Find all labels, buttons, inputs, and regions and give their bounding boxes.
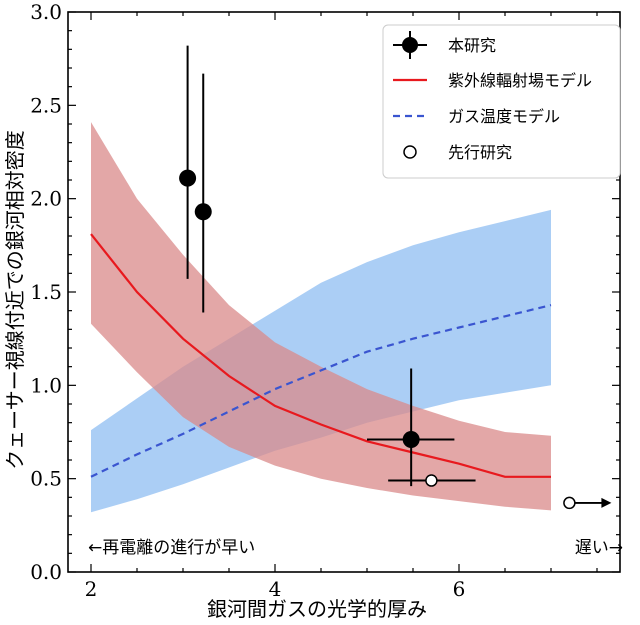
y-tick-label: 3.0 [30,0,62,24]
y-tick-label: 0.5 [30,467,62,491]
legend-key-this-study [402,37,418,53]
limit-arrow-head [601,497,612,508]
point-previous-study [425,474,438,487]
annotation-right: 遅い→ [575,538,623,558]
legend-label-this-study: 本研究 [448,36,496,55]
line-gas-temp-model [90,304,552,478]
y-tick-label: 1.5 [30,280,62,304]
legend-key-previous-study [403,145,417,159]
point-this-study [194,203,212,221]
legend-label-uv-model: 紫外線輻射場モデル [448,71,592,90]
legend-keys [393,31,427,159]
annotation-left: ←再電離の進行が早い [88,538,255,558]
y-axis-title: クェーサー視線付近での銀河相対密度 [3,130,27,469]
y-tick-label: 1.0 [30,373,62,397]
y-tick-label: 2.5 [30,93,62,117]
data-points [179,45,612,510]
tick-labels: 0.0 0.5 1.0 1.5 2.0 2.5 3.0 2 4 6 [30,0,465,601]
point-this-study [402,430,420,448]
y-tick-label: 0.0 [30,560,62,584]
x-tick-label: 4 [269,577,282,601]
point-this-study [179,169,197,187]
x-tick-label: 2 [85,577,98,601]
legend-label-previous-study: 先行研究 [448,143,512,162]
x-tick-label: 6 [453,577,466,601]
point-previous-study-limit [563,496,576,510]
band-uv-model [91,122,551,511]
model-bands [91,122,551,513]
model-lines [90,233,552,478]
legend-box [382,24,621,179]
y-tick-label: 2.0 [30,187,62,211]
x-axis-title: 銀河間ガスの光学的厚み [207,597,427,621]
line-uv-model [90,233,551,478]
legend: 本研究 紫外線輻射場モデル ガス温度モデル 先行研究 [382,24,621,179]
legend-label-gas-temp-model: ガス温度モデル [448,107,560,126]
band-gas-temp-model [91,209,551,513]
